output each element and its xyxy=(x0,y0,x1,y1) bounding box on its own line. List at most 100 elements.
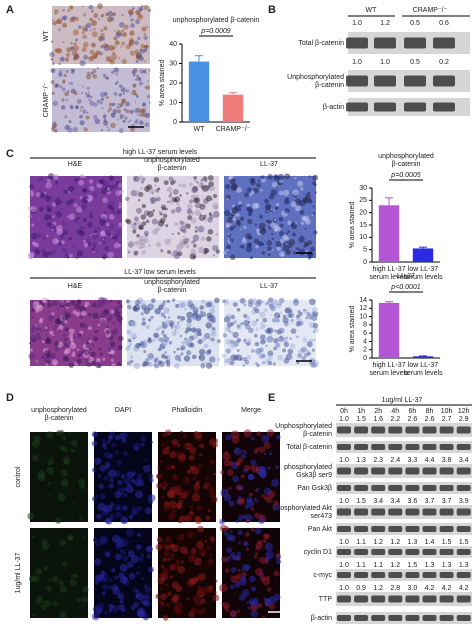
micrograph-texture xyxy=(134,101,137,104)
micrograph-texture xyxy=(243,313,248,318)
micrograph-texture xyxy=(137,36,141,41)
micrograph-texture xyxy=(168,516,173,521)
micrograph-texture xyxy=(196,181,199,184)
micrograph-texture xyxy=(302,308,306,312)
micrograph-texture xyxy=(207,508,212,513)
micrograph-texture xyxy=(305,250,308,253)
micrograph-texture xyxy=(91,360,96,365)
micrograph-texture xyxy=(297,180,304,187)
micrograph-texture xyxy=(288,238,296,246)
micrograph-texture xyxy=(201,195,204,198)
micrograph-texture xyxy=(113,322,116,325)
micrograph-texture xyxy=(49,51,55,58)
blot-label: β-catenin xyxy=(303,431,332,438)
micrograph-texture xyxy=(229,238,234,243)
blot-value: 1.5 xyxy=(356,416,366,423)
blot-band xyxy=(439,572,454,578)
blot-band xyxy=(405,467,420,475)
blot-band xyxy=(439,467,454,475)
micrograph-texture xyxy=(148,188,155,195)
micrograph-texture xyxy=(215,232,219,236)
blot-label: Pan Gsk3β xyxy=(297,485,332,492)
micrograph-texture xyxy=(133,250,139,256)
micrograph-texture xyxy=(254,223,257,226)
micrograph-texture xyxy=(51,575,59,583)
y-tick-label: 14 xyxy=(359,297,367,304)
time-label: 1h xyxy=(357,408,365,415)
micrograph-texture xyxy=(147,494,156,502)
micrograph-texture xyxy=(82,349,86,353)
blot-band xyxy=(354,526,369,532)
micrograph-texture xyxy=(251,320,258,327)
micrograph-texture xyxy=(236,484,243,491)
micrograph-texture xyxy=(199,213,203,217)
chart-title: β-catenin xyxy=(392,161,421,168)
micrograph-texture xyxy=(290,343,296,349)
x-tick-label: serum levels xyxy=(403,370,443,377)
micrograph-texture xyxy=(93,229,98,233)
micrograph-texture xyxy=(206,586,214,594)
micrograph-texture xyxy=(83,189,87,193)
micrograph-texture xyxy=(125,89,130,93)
micrograph-texture xyxy=(49,494,53,498)
blot-band xyxy=(422,595,437,603)
micrograph-texture xyxy=(123,451,129,456)
blot xyxy=(336,612,472,624)
micrograph-texture xyxy=(113,36,118,41)
micrograph-texture xyxy=(229,321,235,327)
blot xyxy=(336,546,472,558)
micrograph-texture xyxy=(94,457,102,465)
blot-value: 1.0 xyxy=(339,539,349,546)
micrograph-texture xyxy=(256,431,262,437)
micrograph-texture xyxy=(169,320,175,326)
micrograph-texture xyxy=(187,215,193,221)
blot-band xyxy=(422,426,437,434)
micrograph-texture xyxy=(160,565,165,569)
blot-band xyxy=(433,75,455,87)
micrograph-texture xyxy=(228,487,232,490)
micrograph-texture xyxy=(86,74,92,80)
blot-band xyxy=(371,485,386,491)
micrograph-texture xyxy=(295,205,301,212)
micrograph-texture xyxy=(129,50,135,56)
micrograph-texture xyxy=(295,321,301,327)
micrograph-texture xyxy=(156,241,162,248)
micrograph-texture xyxy=(197,586,207,596)
micrograph-texture xyxy=(246,354,252,360)
blot-band xyxy=(405,572,420,578)
micrograph-texture xyxy=(308,175,311,178)
micrograph-texture xyxy=(247,301,254,308)
micrograph-texture xyxy=(61,15,67,21)
blot-value: 1.5 xyxy=(442,539,452,546)
micrograph-texture xyxy=(150,298,156,303)
micrograph-texture xyxy=(144,233,149,237)
micrograph-texture xyxy=(114,434,121,441)
micrograph-texture xyxy=(110,122,116,129)
micrograph-texture xyxy=(45,182,53,189)
micrograph-texture xyxy=(212,194,218,199)
micrograph-texture xyxy=(166,200,170,204)
micrograph-texture xyxy=(225,338,232,345)
blot-band xyxy=(388,549,403,555)
micrograph-texture xyxy=(71,352,76,357)
annotation: p<0.0001 xyxy=(390,284,420,291)
micrograph-texture xyxy=(70,88,76,94)
micrograph-texture xyxy=(92,537,98,543)
blot-band xyxy=(337,426,351,434)
blot-value: 1.0 xyxy=(339,498,349,505)
micrograph-texture xyxy=(91,247,95,251)
micrograph-texture xyxy=(149,440,154,444)
micrograph-texture xyxy=(190,217,197,224)
micrograph-texture xyxy=(56,18,63,25)
micrograph-texture xyxy=(157,577,165,585)
micrograph-texture xyxy=(250,190,255,195)
micrograph-texture xyxy=(108,477,114,483)
micrograph-texture xyxy=(174,199,178,203)
micrograph-texture xyxy=(49,223,55,230)
micrograph-texture xyxy=(51,215,55,219)
micrograph-texture xyxy=(207,217,213,223)
blot-band xyxy=(405,595,420,603)
micrograph-texture xyxy=(240,244,245,249)
micrograph-texture xyxy=(94,197,98,200)
micrograph-texture xyxy=(154,183,157,187)
